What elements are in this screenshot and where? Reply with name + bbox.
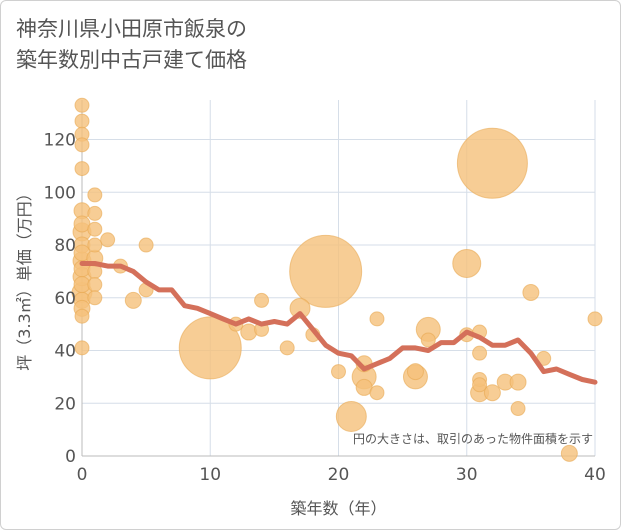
bubble-point — [335, 400, 367, 432]
bubble-point — [560, 444, 578, 462]
bubble-point — [74, 308, 90, 324]
bubble-point — [74, 161, 90, 177]
bubble-point — [289, 234, 363, 308]
bubble-point — [87, 237, 103, 253]
bubble-point — [331, 364, 346, 380]
bubble-point — [452, 248, 482, 278]
bubble-point — [254, 292, 270, 308]
bubble-point — [406, 363, 424, 381]
bubble-point — [138, 237, 154, 253]
bubble-point — [74, 97, 90, 113]
bubble-point — [87, 277, 103, 293]
bubble-point — [587, 311, 603, 327]
y-tick-label: 60 — [54, 289, 76, 309]
chart-title: 神奈川県小田原市飯泉の 築年数別中古戸建て価格 — [16, 14, 247, 76]
y-tick-label: 0 — [65, 447, 76, 467]
bubble-point — [483, 384, 501, 402]
bubble-point — [87, 205, 103, 221]
bubble-point — [100, 232, 116, 248]
bubble-point — [456, 127, 528, 199]
bubble-point — [289, 297, 311, 319]
bubble-point — [522, 284, 540, 302]
bubble-point — [74, 137, 90, 153]
bubble-point — [124, 291, 142, 309]
x-tick-label: 40 — [584, 465, 606, 485]
bubble-point — [240, 323, 258, 341]
bubble-point — [74, 340, 90, 356]
bubble-point — [369, 385, 385, 401]
y-tick-label: 40 — [54, 342, 76, 362]
x-tick-label: 10 — [199, 465, 221, 485]
y-tick-label: 120 — [44, 131, 76, 151]
bubble-point — [509, 373, 527, 391]
x-tick-label: 20 — [328, 465, 350, 485]
trend-line — [79, 261, 598, 385]
x-tick-labels: 0 10 20 30 40 — [77, 465, 606, 485]
bubble-size-note: 円の大きさは、取引のあった物件面積を示す — [353, 431, 593, 446]
bubble-point — [87, 290, 103, 306]
bubble-point — [472, 345, 488, 361]
bubble-point — [369, 311, 385, 327]
y-tick-label: 80 — [54, 236, 76, 256]
bubble-point — [420, 332, 436, 348]
bubble-point — [510, 401, 526, 417]
x-tick-label: 0 — [77, 465, 88, 485]
bubble-point — [87, 221, 103, 237]
bubble-series — [71, 97, 603, 462]
bubble-point — [87, 187, 103, 203]
bubble-point — [472, 377, 488, 393]
bubble-point — [178, 316, 242, 380]
x-axis-label: 築年数（年） — [290, 499, 386, 518]
y-tick-label: 20 — [54, 394, 76, 414]
bubble-point — [74, 113, 90, 129]
y-tick-label: 100 — [44, 183, 76, 203]
y-tick-labels: 0 20 40 60 80 100 120 — [44, 131, 76, 467]
chart-title-line-2: 築年数別中古戸建て価格 — [16, 48, 247, 72]
bubble-point — [279, 340, 295, 356]
y-axis-label: 坪（3.3㎡）単価（万円） — [15, 185, 34, 370]
chart-title-line-1: 神奈川県小田原市飯泉の — [16, 17, 247, 41]
x-tick-label: 30 — [456, 465, 478, 485]
